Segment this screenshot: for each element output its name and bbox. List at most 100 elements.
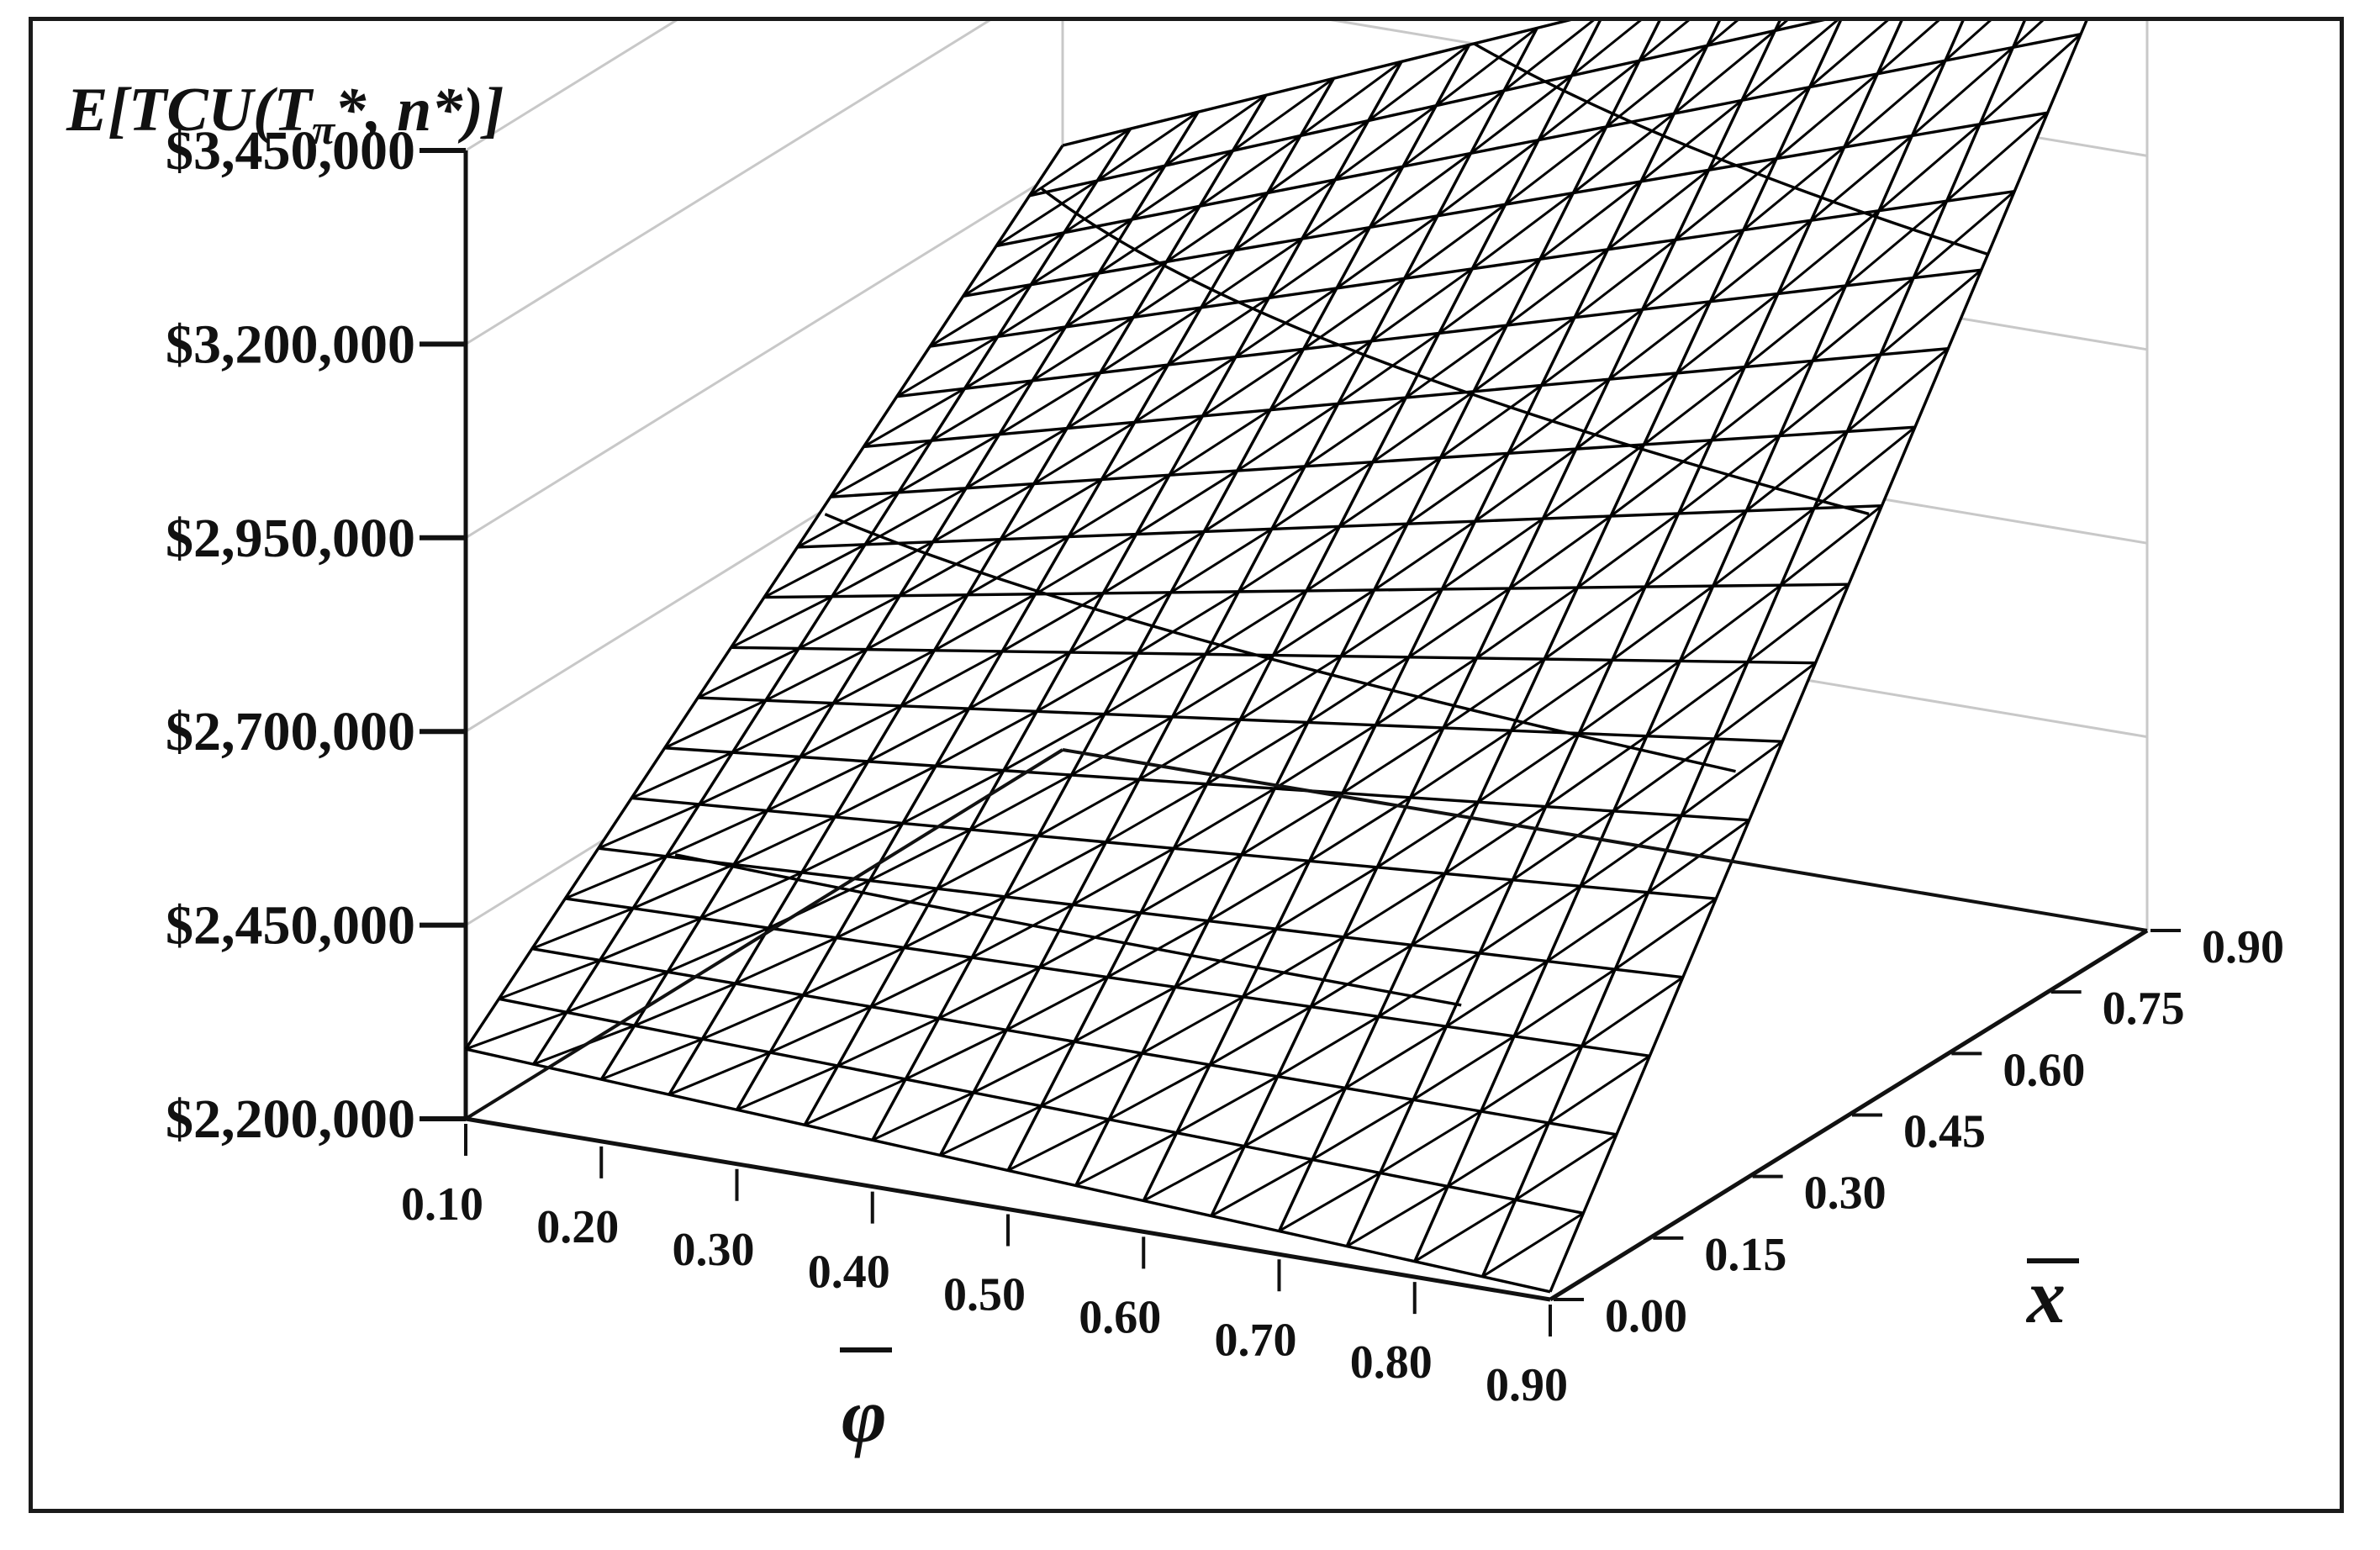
mesh-diagonal <box>1475 586 1579 660</box>
mesh-diagonal <box>1143 1145 1246 1202</box>
mesh-diagonal <box>933 593 1037 652</box>
mesh-diagonal <box>1005 976 1109 1031</box>
mesh-diagonal <box>937 966 1041 1020</box>
mesh-diagonal <box>868 828 972 882</box>
mesh-diagonal <box>931 482 1035 544</box>
x-axis-line <box>1549 928 2149 1302</box>
mesh-diagonal <box>836 1017 940 1068</box>
mesh-diagonal <box>998 372 1101 436</box>
mesh-diagonal <box>1546 891 1649 962</box>
mesh-diagonal <box>1979 33 2082 125</box>
mesh-diagonal <box>1412 1035 1515 1101</box>
mesh-diagonal <box>1944 21 1992 62</box>
mesh-diagonal <box>1706 21 1739 47</box>
mesh-diagonal <box>599 916 702 962</box>
mesh-diagonal <box>1844 200 1948 287</box>
mesh-diagonal <box>967 535 1069 597</box>
x-axis-title-text: x <box>2025 1253 2066 1339</box>
mesh-diagonal <box>1548 1055 1651 1125</box>
mesh-diagonal <box>1242 936 1345 999</box>
mesh-diagonal <box>1411 878 1514 946</box>
mesh-diagonal <box>1405 324 1508 399</box>
mesh-diagonal <box>1241 792 1343 857</box>
mesh-diagonal <box>1131 150 1234 221</box>
mesh-diagonal <box>697 647 799 699</box>
mesh-diagonal <box>1140 853 1243 915</box>
mesh-diagonal <box>1274 724 1377 790</box>
mesh-diagonal <box>1643 366 1746 446</box>
phi-tick-label: 0.70 <box>1215 1314 1297 1366</box>
mesh-diagonal <box>733 815 836 866</box>
mesh-diagonal <box>1681 741 1783 817</box>
mesh-diagonal <box>566 970 668 1014</box>
mesh-diagonal <box>1098 205 1201 275</box>
mesh-diagonal <box>730 595 833 649</box>
mesh-diagonal <box>863 388 966 448</box>
wall-gridline-5 <box>465 21 678 152</box>
mesh-diagonal <box>1306 522 1408 593</box>
mesh-diagonal <box>1580 815 1682 888</box>
chart-title: E[TCU(Tπ*, n*)] <box>66 76 504 153</box>
mesh-diagonal <box>1232 77 1335 152</box>
mesh-diagonal <box>899 538 1002 597</box>
mesh-diagonal <box>1480 1045 1583 1113</box>
mesh-diagonal <box>1171 654 1274 719</box>
mesh-diagonal <box>1578 660 1681 735</box>
mesh-diagonal <box>937 835 1039 890</box>
mesh-diagonal <box>1340 588 1443 657</box>
mesh-diagonal <box>1372 390 1475 463</box>
mesh-diagonal <box>1913 190 2016 279</box>
mesh-diagonal <box>1207 860 1311 922</box>
mesh-diagonal <box>699 871 803 920</box>
mesh-diagonal <box>802 946 905 997</box>
mesh-diagonal <box>1337 332 1440 405</box>
mesh-diagonal <box>1301 165 1404 240</box>
mesh-diagonal <box>997 272 1100 338</box>
mesh-diagonal <box>1538 180 1642 261</box>
mesh-diagonal <box>1233 178 1337 251</box>
mesh-diagonal <box>1028 127 1132 198</box>
mesh-diagonal <box>872 1091 974 1141</box>
mesh-diagonal <box>798 594 900 650</box>
mesh-diagonal <box>1846 347 1950 433</box>
mesh-diagonal <box>465 1010 567 1051</box>
mesh-diagonal <box>830 439 932 498</box>
mesh-diagonal <box>1544 585 1646 661</box>
mesh-diagonal <box>1711 360 1814 441</box>
mesh-diagonal <box>1510 659 1613 732</box>
mesh-diagonal <box>1639 21 1690 62</box>
mesh-diagonal <box>1243 1087 1347 1147</box>
z-tick-label: $2,950,000 <box>166 508 415 569</box>
mesh-diagonal <box>1272 588 1375 656</box>
mesh-diagonal <box>897 433 1000 494</box>
mesh-diagonal <box>1200 237 1303 309</box>
mesh-diagonal <box>1032 420 1136 485</box>
mesh-diagonal <box>896 335 999 398</box>
surface-plot: $2,200,000 $2,450,000 $2,700,000 $2,950,000… <box>66 21 2284 1458</box>
mesh-diagonal <box>935 710 1037 767</box>
mesh-diagonal <box>1206 721 1309 786</box>
z-tick-label: $2,700,000 <box>166 701 415 762</box>
mesh-diagonal <box>1610 439 1712 518</box>
mesh-diagonal <box>1808 21 1889 88</box>
mesh-diagonal <box>1605 45 1708 129</box>
mesh-diagonal <box>1308 796 1412 862</box>
mesh-diagonal <box>600 1037 703 1081</box>
mesh-diagonal <box>1747 583 1850 663</box>
mesh-diagonal <box>1000 478 1103 540</box>
phi-tick-label: 0.40 <box>808 1247 890 1299</box>
mesh-diagonal <box>1032 316 1134 382</box>
mesh-diagonal <box>965 427 1068 490</box>
phi-tick-label: 0.90 <box>1486 1359 1568 1411</box>
mesh-diagonal <box>1304 396 1407 468</box>
mesh-diagonal <box>1776 72 1879 160</box>
phi-axis-title: φ <box>840 1347 892 1458</box>
mesh-diagonal <box>1367 44 1470 122</box>
mesh-diagonal <box>1069 591 1172 654</box>
mesh-diagonal <box>1504 125 1607 206</box>
mesh-diagonal <box>763 543 866 598</box>
mesh-diagonal <box>1439 384 1543 459</box>
mesh-diagonal <box>632 863 735 909</box>
mesh-diagonal <box>1369 152 1472 229</box>
mesh-diagonal <box>1471 192 1575 271</box>
